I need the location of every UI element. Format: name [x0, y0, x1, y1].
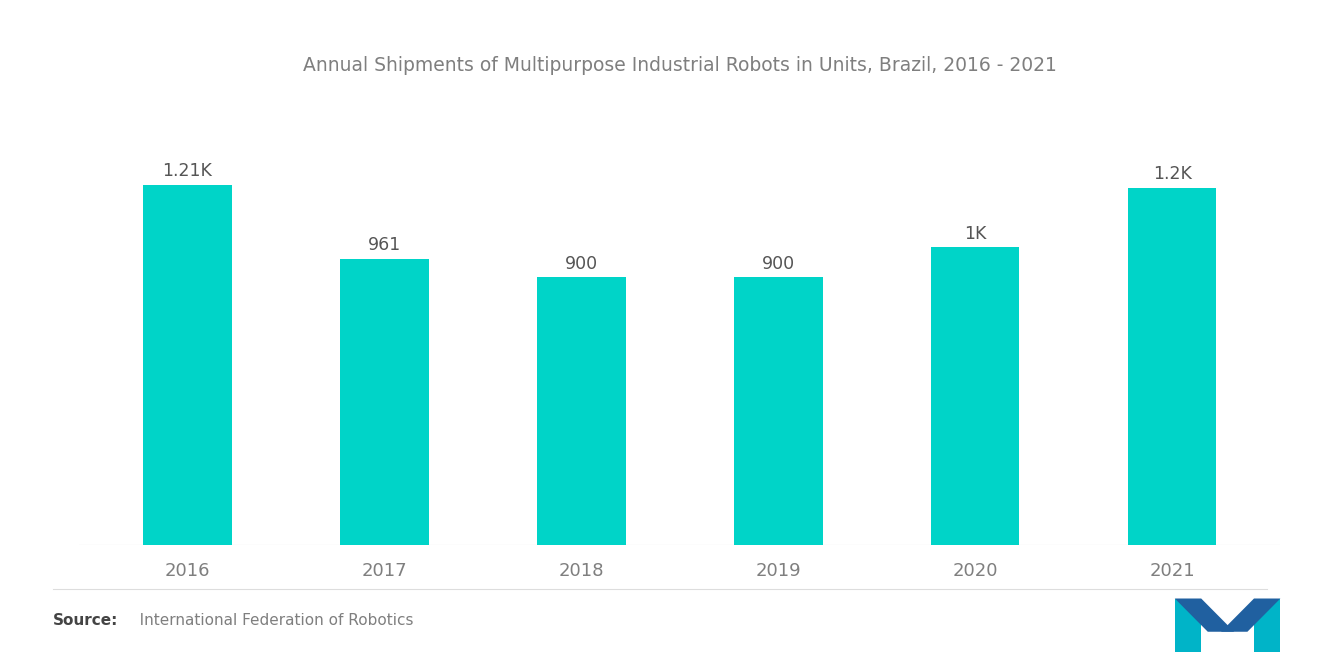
Text: 1.2K: 1.2K — [1152, 165, 1192, 183]
Bar — [931, 247, 1019, 545]
Text: 1.21K: 1.21K — [162, 162, 213, 180]
Text: 900: 900 — [762, 255, 795, 273]
Text: International Federation of Robotics: International Federation of Robotics — [125, 613, 414, 628]
Bar — [734, 277, 822, 545]
Text: 900: 900 — [565, 255, 598, 273]
Bar — [1127, 188, 1217, 545]
Bar — [143, 185, 232, 545]
Bar — [341, 259, 429, 545]
Title: Annual Shipments of Multipurpose Industrial Robots in Units, Brazil, 2016 - 2021: Annual Shipments of Multipurpose Industr… — [302, 57, 1057, 75]
Bar — [537, 277, 626, 545]
Text: Source:: Source: — [53, 613, 119, 628]
Text: 1K: 1K — [964, 225, 986, 243]
Text: 961: 961 — [368, 236, 401, 254]
